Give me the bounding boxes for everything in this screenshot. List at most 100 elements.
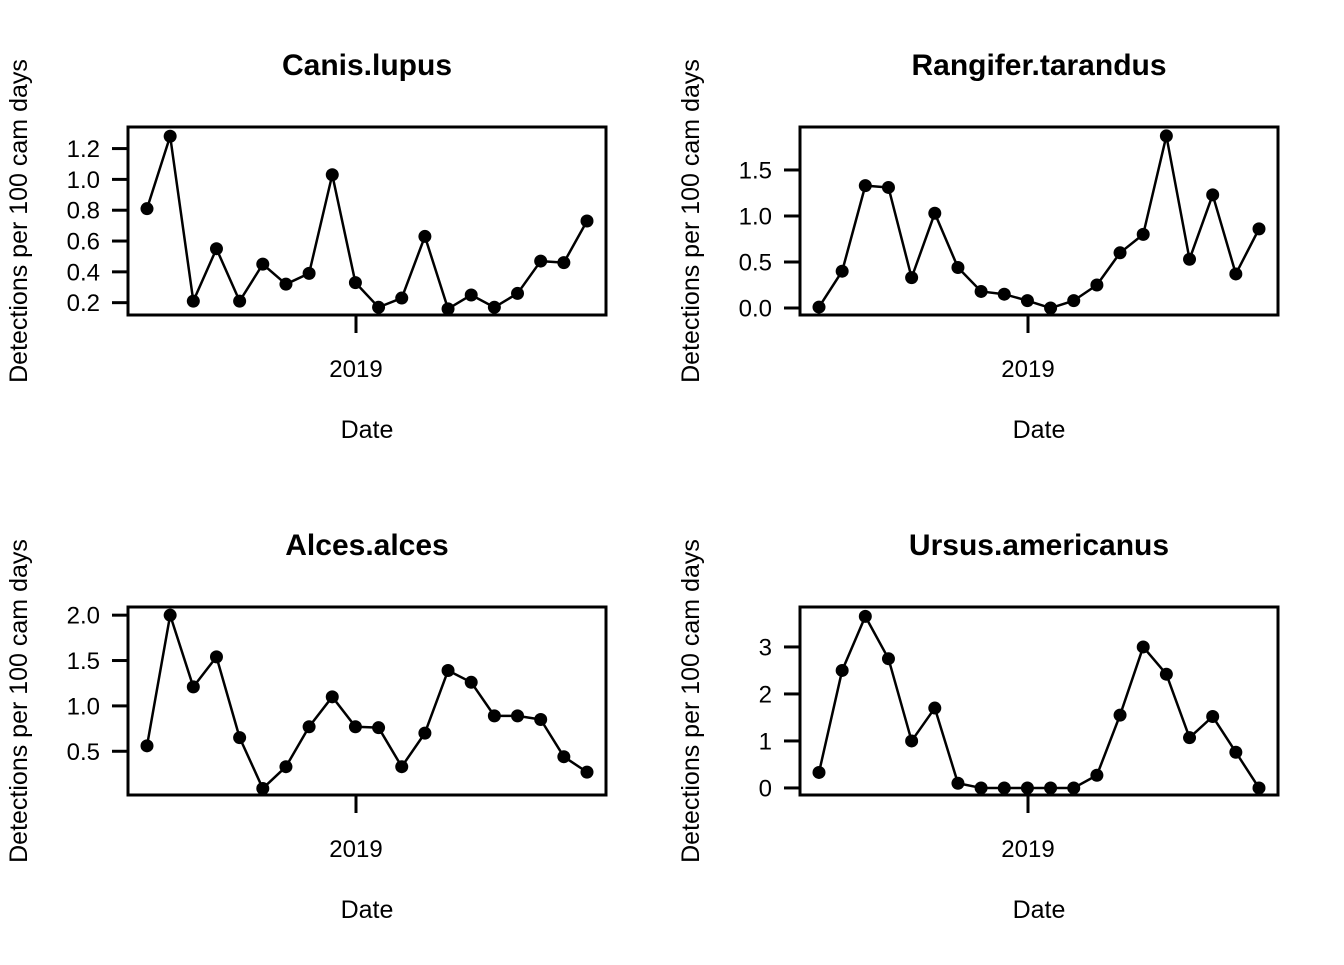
data-point [928, 701, 942, 715]
data-point [418, 229, 432, 243]
data-point [1159, 667, 1173, 681]
data-point [812, 300, 826, 314]
data-point [1206, 710, 1220, 724]
plot-box [798, 605, 1280, 797]
x-tick-label: 2019 [1001, 356, 1054, 383]
data-point [348, 720, 362, 734]
data-point [372, 721, 386, 735]
y-tick-label: 1.2 [67, 136, 100, 163]
x-axis-label: Date [341, 416, 394, 444]
data-point [256, 257, 270, 271]
y-tick-label: 0.0 [739, 296, 772, 323]
y-tick-label: 0 [759, 775, 772, 802]
plot-box [126, 605, 608, 797]
data-point [441, 664, 455, 678]
subplot-ursus-americanus: Ursus.americanus Detections per 100 cam … [672, 480, 1344, 960]
y-tick-label: 1.0 [67, 167, 100, 194]
data-point [372, 300, 386, 314]
data-point [835, 663, 849, 677]
x-axis-label: Date [1013, 416, 1066, 444]
data-point [279, 760, 293, 774]
data-line [817, 134, 1261, 310]
y-axis-label: Detections per 100 cam days [5, 59, 33, 383]
data-point [1136, 640, 1150, 654]
data-point [209, 650, 223, 664]
data-point [1067, 294, 1081, 308]
y-tick-label: 1 [759, 728, 772, 755]
x-tick-label: 2019 [329, 836, 382, 863]
data-point [1159, 129, 1173, 143]
data-point [557, 256, 571, 270]
y-tick-label: 0.8 [67, 198, 100, 225]
data-point [997, 781, 1011, 795]
y-tick-label: 1.0 [739, 203, 772, 230]
data-point [464, 288, 478, 302]
subplot-svg-rangifer-tarandus: Rangifer.tarandus Detections per 100 cam… [677, 49, 1280, 444]
data-point [418, 726, 432, 740]
data-point [534, 713, 548, 727]
data-point [395, 760, 409, 774]
data-point [974, 781, 988, 795]
data-point [1067, 781, 1081, 795]
data-line [145, 613, 588, 790]
subplot-title: Alces.alces [285, 529, 448, 562]
data-point [1020, 294, 1034, 308]
data-point [1183, 731, 1197, 745]
data-point [233, 731, 247, 745]
data-point [186, 680, 200, 694]
subplot-title: Ursus.americanus [909, 529, 1169, 562]
data-point [395, 291, 409, 305]
data-point [1113, 246, 1127, 260]
data-point [580, 765, 594, 779]
data-point [441, 302, 455, 316]
data-point [302, 266, 316, 280]
data-point [1183, 252, 1197, 266]
y-tick-label: 1.0 [67, 693, 100, 720]
x-axis-label: Date [341, 896, 394, 924]
subplot-title: Rangifer.tarandus [911, 49, 1166, 82]
y-axis-label: Detections per 100 cam days [677, 59, 705, 383]
data-point [1020, 781, 1034, 795]
data-point [1136, 227, 1150, 241]
data-point [140, 739, 154, 753]
data-point [511, 709, 525, 723]
data-point [951, 261, 965, 275]
data-point [858, 609, 872, 623]
data-point [951, 776, 965, 790]
data-point [487, 709, 501, 723]
data-point [163, 608, 177, 622]
plot-area: 0.2 0.4 0.6 0.8 1.0 1.2 [67, 125, 608, 333]
plot-area: 0.0 0.5 1.0 1.5 [739, 125, 1280, 333]
data-point [186, 294, 200, 308]
data-point [534, 254, 548, 268]
data-point [557, 750, 571, 764]
plot-area: 0 1 2 3 [759, 605, 1280, 813]
y-tick-label: 0.5 [67, 739, 100, 766]
data-point [974, 284, 988, 298]
y-tick-label: 2 [759, 681, 772, 708]
data-point [209, 242, 223, 256]
plot-box [126, 125, 608, 317]
data-point [881, 652, 895, 666]
data-point [233, 294, 247, 308]
data-line [145, 134, 589, 311]
data-point [905, 271, 919, 285]
data-point [812, 765, 826, 779]
data-point [997, 287, 1011, 301]
y-tick-label: 0.5 [739, 249, 772, 276]
data-point [1044, 781, 1058, 795]
data-point [279, 277, 293, 291]
data-point [1113, 708, 1127, 722]
data-point [140, 202, 154, 216]
data-point [1252, 781, 1266, 795]
data-point [1229, 745, 1243, 759]
y-tick-label: 0.4 [67, 259, 100, 286]
y-tick-label: 1.5 [67, 648, 100, 675]
y-tick-label: 2.0 [67, 603, 100, 630]
data-point [302, 720, 316, 734]
y-axis-label: Detections per 100 cam days [5, 539, 33, 863]
y-tick-label: 0.2 [67, 290, 100, 317]
data-point [835, 264, 849, 278]
data-point [928, 206, 942, 220]
